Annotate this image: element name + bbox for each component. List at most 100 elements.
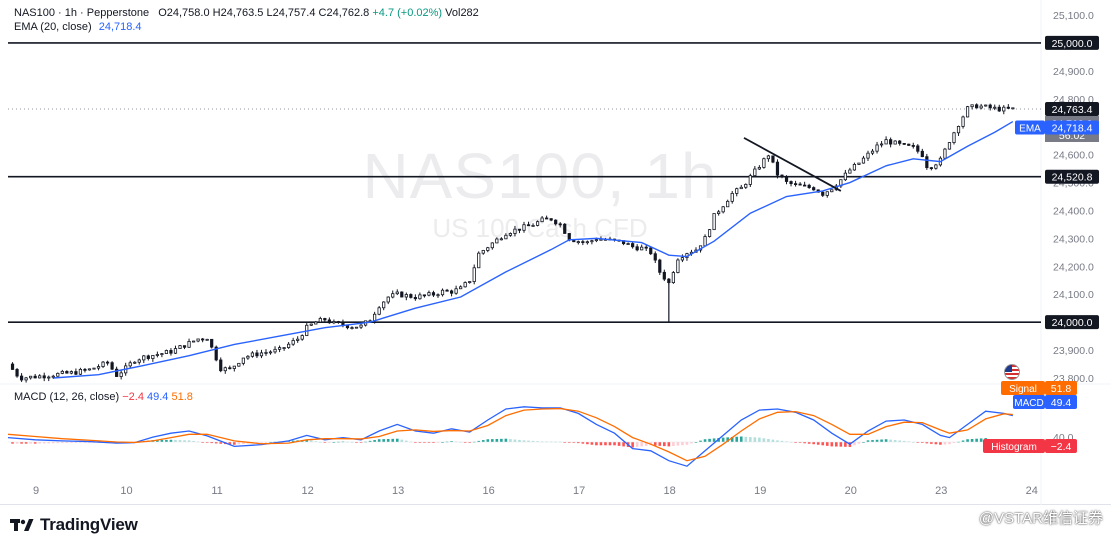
candle [155,351,159,358]
candle [119,370,123,380]
candle-body-up [436,294,440,297]
candle-body-up [223,367,227,372]
macd-badge-name-text: Histogram [991,442,1037,453]
macd-histogram-bar [884,439,888,442]
price-chart[interactable]: 25,100.025,000.024,900.024,800.024,700.0… [0,0,1111,505]
candle [237,362,241,367]
symbol-label[interactable]: NAS100 · 1h · Pepperstone [14,7,150,19]
us-flag-icon[interactable] [1004,364,1020,380]
candle-body-up [241,357,245,364]
candle-body-down [780,174,784,178]
ema-line [53,120,1014,379]
candle [961,115,965,129]
macd-histogram-bar [948,442,951,445]
candle-body-up [680,257,685,261]
macd-histogram-bar [450,441,453,442]
candle-body-down [201,338,205,341]
candle-body-up [463,282,467,288]
candle [273,346,277,354]
macd-histogram-bar [970,438,974,442]
macd-histogram-bar [187,440,191,442]
candle [965,105,970,118]
candle-body-down [775,161,780,176]
macd-indicator-label[interactable]: MACD (12, 26, close) [14,391,120,403]
macd-histogram-bar [979,438,983,442]
candle-body-down [214,346,218,361]
last-price-badge-text: 24,763.4 [1052,104,1093,116]
candle-body-up [454,288,458,294]
level-badge-bg [1045,315,1099,330]
candle [246,355,250,360]
candle-body-up [277,347,282,350]
level-price-badge: 25,000.0 [1045,35,1099,50]
macd-histogram-bar [509,439,512,442]
macd-histogram-bar [178,440,182,442]
candle-body-up [359,324,363,328]
candle-body-up [712,213,716,231]
candle [454,285,458,295]
candle-body-up [477,252,481,269]
ema-indicator-label[interactable]: EMA (20, close) [14,21,92,33]
candle [463,281,467,288]
candle-body-down [146,355,150,359]
macd-histogram-bar [893,440,897,442]
candle [201,337,205,343]
watermark-credit: @VSTAR维信证券 [978,510,1103,527]
candle-body-up [314,321,318,325]
candle [884,136,888,145]
candle-body-up [151,354,155,359]
macd-histogram-bar [531,440,535,442]
macd-histogram-bar [522,440,526,442]
macd-histogram-value: −2.4 [122,391,144,403]
candle [739,184,743,190]
chart-frame[interactable] [0,0,1111,505]
candle [644,244,648,252]
candle-body-up [1002,106,1006,112]
candle [169,348,173,356]
candle [898,140,902,146]
signal-line [7,407,1013,462]
candle [1006,104,1010,109]
macd-histogram-bar [414,442,417,443]
macd-histogram-bar [771,439,775,442]
macd-histogram-bar [56,442,60,444]
candle [576,240,580,245]
candle-body-up [1011,107,1015,110]
macd-histogram-bar [423,442,426,443]
tradingview-logo[interactable]: TradingView [10,515,138,535]
macd-histogram-bar [305,439,309,442]
candle-body-up [590,240,594,243]
candle [893,140,897,145]
candle-body-up [540,217,544,223]
candle-body-down [517,228,522,231]
candle [545,215,549,220]
candle-body-down [83,368,87,371]
candle-body-up [576,241,580,244]
candle [952,131,956,145]
macd-histogram-bar [255,442,259,443]
candle-body-down [563,223,567,234]
candle [105,360,110,366]
macd-histogram-bar [536,441,539,442]
candle-body-up [965,106,970,118]
level-badge-bg [1045,35,1099,50]
macd-histogram-bar [939,442,942,445]
candle-body-down [19,375,24,381]
candle-body-up [60,370,64,374]
footer: TradingView @VSTAR维信证券 [0,505,1111,550]
macd-histogram-bar [631,442,634,448]
candle-body-up [495,238,499,244]
candle-body-up [893,140,897,145]
macd-histogram-bar [857,442,861,444]
macd-histogram-bar [753,437,757,442]
macd-histogram-bar [436,442,440,443]
candle [472,264,476,285]
candle [825,191,829,198]
candle [327,317,331,324]
candle [300,334,304,341]
candle-body-down [662,271,666,280]
macd-histogram-bar [395,438,399,442]
macd-histogram-bar [165,439,168,442]
candle [146,354,150,361]
macd-histogram-bar [481,440,485,442]
